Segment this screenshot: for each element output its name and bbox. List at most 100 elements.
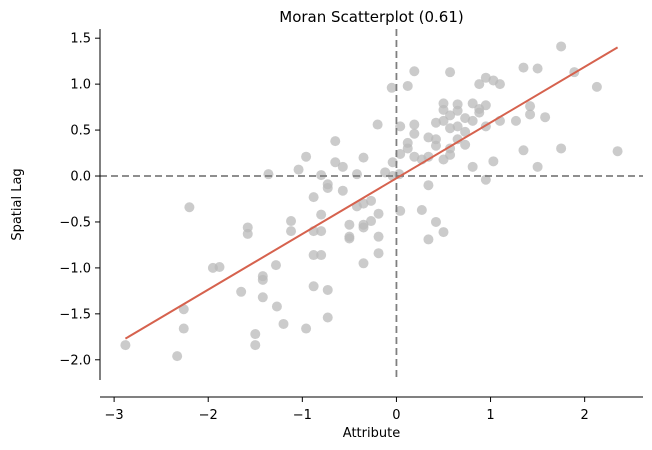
data-point xyxy=(380,167,391,178)
data-point xyxy=(423,180,434,191)
data-point xyxy=(372,119,383,130)
data-point xyxy=(316,209,327,220)
data-point xyxy=(409,119,420,130)
data-point xyxy=(480,174,491,185)
data-point xyxy=(242,228,253,239)
data-point xyxy=(373,231,384,242)
data-point xyxy=(445,67,456,78)
data-point xyxy=(330,157,341,168)
y-tick-label: −1.5 xyxy=(59,307,91,322)
data-point xyxy=(416,205,427,216)
data-point xyxy=(510,115,521,126)
data-point xyxy=(358,258,369,269)
data-point xyxy=(395,148,406,159)
data-point xyxy=(438,115,449,126)
data-point xyxy=(480,100,491,111)
data-point xyxy=(322,182,333,193)
data-point xyxy=(387,157,398,168)
data-point xyxy=(430,117,441,128)
data-point xyxy=(373,248,384,259)
data-point xyxy=(270,260,281,271)
data-point xyxy=(263,169,274,180)
data-point xyxy=(278,318,289,329)
data-point xyxy=(525,109,536,120)
data-point xyxy=(322,284,333,295)
data-point xyxy=(395,121,406,132)
data-point xyxy=(467,98,478,109)
data-point xyxy=(395,205,406,216)
x-tick-label: −2 xyxy=(199,408,218,423)
y-axis-label: Spatial Lag xyxy=(10,168,25,240)
data-point xyxy=(438,227,449,238)
data-point xyxy=(532,161,543,172)
data-point xyxy=(358,198,369,209)
data-point xyxy=(445,110,456,121)
data-point xyxy=(293,164,304,175)
data-point xyxy=(445,149,456,160)
data-point xyxy=(308,192,319,203)
data-point xyxy=(612,146,623,157)
data-point xyxy=(452,121,463,132)
data-point xyxy=(467,115,478,126)
data-point xyxy=(286,226,297,237)
data-point xyxy=(316,226,327,237)
data-point xyxy=(556,41,567,52)
data-point xyxy=(525,101,536,112)
y-tick-label: −2.0 xyxy=(59,353,91,368)
data-point xyxy=(330,136,341,147)
data-point xyxy=(474,79,485,90)
data-point xyxy=(518,145,529,156)
data-point xyxy=(409,151,420,162)
data-point xyxy=(460,139,471,150)
data-point xyxy=(271,301,282,312)
data-point xyxy=(423,151,434,162)
data-point xyxy=(366,216,377,227)
data-point xyxy=(494,79,505,90)
data-point xyxy=(316,170,327,181)
data-point xyxy=(445,123,456,134)
data-point xyxy=(409,128,420,139)
x-tick-label: 2 xyxy=(581,408,589,423)
reference-lines xyxy=(100,29,643,380)
data-point xyxy=(556,143,567,154)
y-tick-label: −0.5 xyxy=(59,215,91,230)
data-point xyxy=(308,250,319,261)
data-point xyxy=(430,216,441,227)
x-tick-label: −1 xyxy=(293,408,312,423)
x-tick-label: 0 xyxy=(392,408,400,423)
data-point xyxy=(386,82,397,93)
x-tick-label: 1 xyxy=(486,408,494,423)
data-point xyxy=(452,134,463,145)
data-point xyxy=(409,66,420,77)
data-point xyxy=(172,351,183,362)
data-point xyxy=(452,105,463,116)
data-point xyxy=(250,340,261,351)
axes: −3 −2 −1 0 1 2 −2.0 −1.5 −1.0 −0.5 0.0 0.5 1.0 1.5 xyxy=(59,29,643,423)
data-point xyxy=(322,312,333,323)
data-point xyxy=(344,233,355,244)
x-tick-label: −3 xyxy=(105,408,124,423)
data-point xyxy=(351,169,362,180)
data-point xyxy=(532,63,543,74)
data-point xyxy=(286,216,297,227)
data-point xyxy=(373,208,384,219)
chart-title: Moran Scatterplot (0.61) xyxy=(279,8,464,26)
data-point xyxy=(366,195,377,206)
data-point xyxy=(316,250,327,261)
points-layer xyxy=(120,41,623,362)
data-point xyxy=(257,292,268,303)
data-point xyxy=(474,107,485,118)
data-point xyxy=(236,286,247,297)
data-point xyxy=(430,140,441,151)
data-point xyxy=(250,329,261,340)
data-point xyxy=(214,261,225,272)
data-point xyxy=(488,156,499,167)
data-point xyxy=(480,72,491,83)
data-point xyxy=(184,202,195,213)
data-point xyxy=(358,152,369,163)
y-tick-label: 0.5 xyxy=(70,124,91,139)
data-point xyxy=(301,323,312,334)
data-point xyxy=(337,161,348,172)
data-point xyxy=(308,281,319,292)
